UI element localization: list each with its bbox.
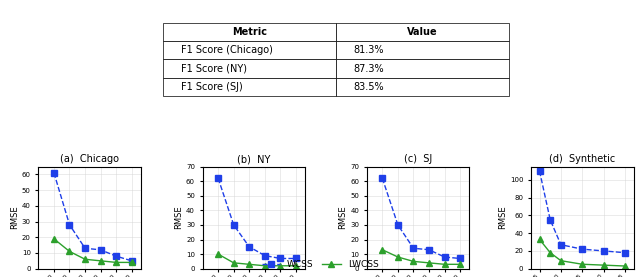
Legend: WCSS, LWCSS: WCSS, LWCSS	[258, 256, 382, 273]
Y-axis label: RMSE: RMSE	[174, 206, 183, 229]
Y-axis label: RMSE: RMSE	[339, 206, 348, 229]
Y-axis label: RMSE: RMSE	[10, 206, 19, 229]
Title: (b)  NY: (b) NY	[237, 154, 271, 165]
Title: (d)  Synthetic: (d) Synthetic	[549, 154, 616, 165]
Y-axis label: RMSE: RMSE	[498, 206, 507, 229]
Title: (c)  SJ: (c) SJ	[404, 154, 432, 165]
Title: (a)  Chicago: (a) Chicago	[60, 154, 119, 165]
